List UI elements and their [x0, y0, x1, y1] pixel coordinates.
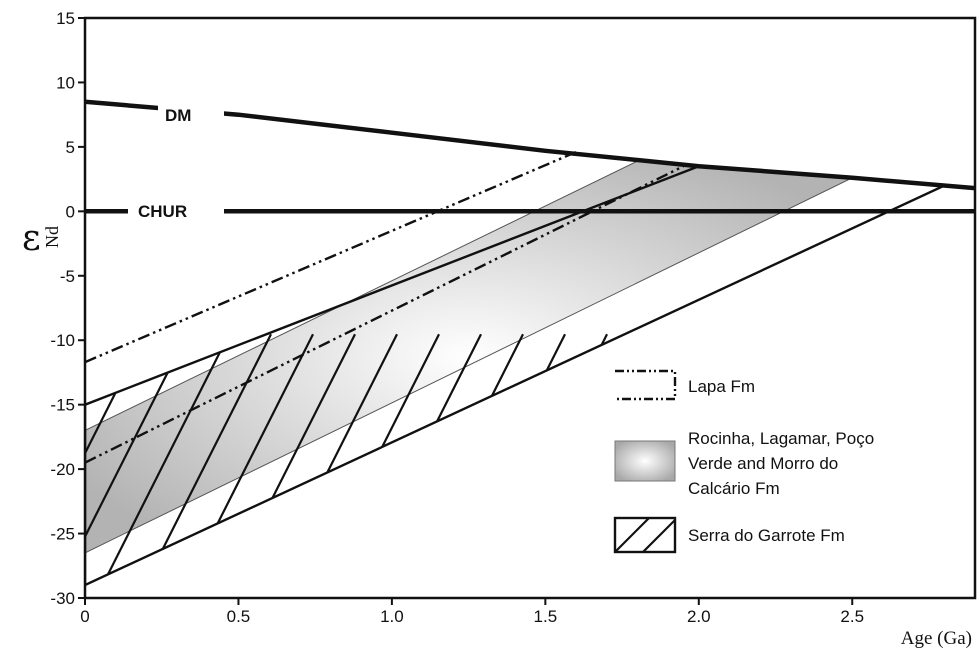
- chur-label-gap: [128, 197, 224, 226]
- hatch-line-19: [757, 333, 902, 586]
- y-axis-label-symbol: ε: [22, 218, 41, 259]
- legend-item-serra: Serra do Garrote Fm: [613, 516, 845, 554]
- dm-label-gap: [158, 96, 224, 125]
- x-tick-label-1: 0.5: [227, 607, 251, 626]
- y-axis-label-subscript: Nd: [42, 226, 62, 248]
- lapa-lines: [85, 150, 684, 464]
- x-axis-label: Age (Ga): [901, 628, 972, 649]
- hatch-line-21: [841, 333, 945, 586]
- y-tick-label-6: -15: [50, 396, 75, 415]
- legend-item-rocinha: Rocinha, Lagamar, Poço Verde and Morro d…: [614, 429, 879, 498]
- ref-label-chur: CHUR: [138, 202, 187, 221]
- hatch-line-22: [883, 333, 945, 586]
- y-tick-label-0: 15: [56, 9, 75, 28]
- x-tick-label-5: 2.5: [840, 607, 864, 626]
- y-tick-label-1: 10: [56, 73, 75, 92]
- hatch-line-2: [85, 333, 188, 586]
- hatch-line-23: [925, 333, 945, 586]
- legend-swatch-serra: [613, 516, 677, 554]
- y-tick-label-2: 5: [66, 138, 75, 157]
- y-tick-label-4: -5: [60, 267, 75, 286]
- y-tick-label-5: -10: [50, 331, 75, 350]
- legend-swatch-rocinha: [614, 440, 676, 482]
- y-tick-label-7: -20: [50, 460, 75, 479]
- dm-line: [85, 99, 975, 191]
- legend: Lapa Fm Rocinha, Lagamar, Poço Verde and…: [613, 369, 879, 554]
- x-tick-label-0: 0: [80, 607, 89, 626]
- x-tick-label-4: 2.0: [687, 607, 711, 626]
- lapa-line-0: [85, 150, 577, 364]
- y-tick-label-8: -25: [50, 525, 75, 544]
- legend-swatch-lapa: [615, 369, 677, 401]
- x-tick-label-2: 1.0: [380, 607, 404, 626]
- y-tick-label-3: 0: [66, 202, 75, 221]
- legend-label-rocinha: Rocinha, Lagamar, Poço Verde and Morro d…: [688, 429, 879, 498]
- legend-label-lapa: Lapa Fm: [688, 377, 755, 396]
- y-tick-label-9: -30: [50, 589, 75, 608]
- plot-frame: [83, 16, 977, 600]
- x-tick-label-3: 1.5: [534, 607, 558, 626]
- lapa-line-1: [85, 165, 684, 464]
- legend-item-lapa: Lapa Fm: [615, 369, 755, 401]
- hatch-line-20: [799, 333, 944, 586]
- ref-label-dm: DM: [165, 106, 191, 125]
- legend-label-serra: Serra do Garrote Fm: [688, 526, 845, 545]
- hatch-line-3: [85, 333, 230, 586]
